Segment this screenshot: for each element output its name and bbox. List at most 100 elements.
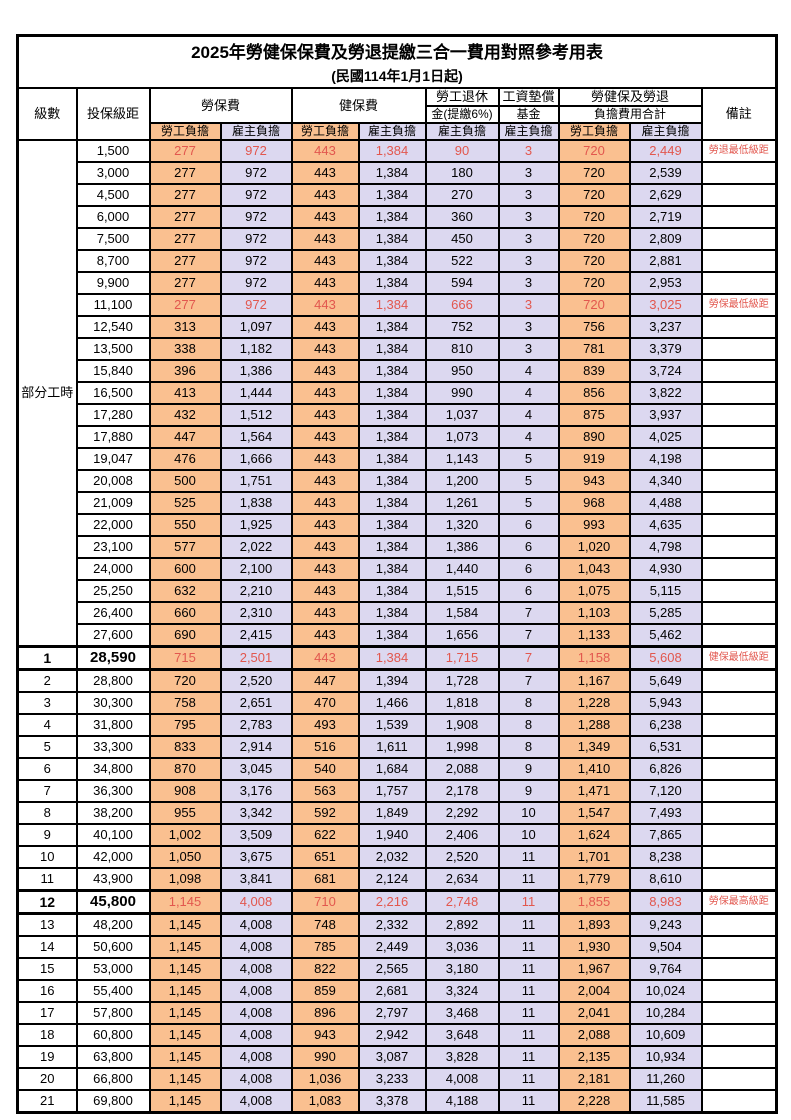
remark-cell [700, 801, 778, 825]
remark-cell [700, 557, 778, 581]
labor-employee-cell: 525 [148, 491, 222, 515]
labor-employee-cell: 413 [148, 381, 222, 405]
labor-employee-cell: 447 [148, 425, 222, 449]
labor-employer-cell: 2,100 [219, 557, 293, 581]
health-employer-cell: 1,384 [357, 271, 427, 295]
labor-employee-cell: 277 [148, 249, 222, 273]
health-employee-cell: 443 [290, 381, 360, 405]
level-cell: 11 [16, 867, 78, 892]
health-employer-cell: 1,940 [357, 823, 427, 847]
fund-employer-cell: 3 [497, 293, 560, 317]
pension-employer-cell: 594 [424, 271, 500, 295]
total-employee-cell: 1,158 [557, 645, 631, 671]
health-employee-cell: 516 [290, 735, 360, 759]
labor-employee-cell: 550 [148, 513, 222, 537]
level-cell: 2 [16, 668, 78, 693]
health-employer-cell: 1,757 [357, 779, 427, 803]
bracket-cell: 1,500 [75, 139, 151, 163]
remark-cell [700, 249, 778, 273]
remark-cell: 勞退最低級距 [700, 139, 778, 163]
header-labor-employee-share: 勞工負擔 [148, 122, 222, 141]
level-cell: 21 [16, 1089, 78, 1114]
pension-employer-cell: 4,188 [424, 1089, 500, 1114]
total-employer-cell: 4,635 [628, 513, 703, 537]
bracket-cell: 20,008 [75, 469, 151, 493]
labor-employer-cell: 4,008 [219, 1089, 293, 1114]
bracket-cell: 8,700 [75, 249, 151, 273]
labor-employee-cell: 600 [148, 557, 222, 581]
total-employee-cell: 1,075 [557, 579, 631, 603]
bracket-cell: 60,800 [75, 1023, 151, 1047]
health-employee-cell: 443 [290, 315, 360, 339]
bracket-cell: 69,800 [75, 1089, 151, 1114]
pension-employer-cell: 1,908 [424, 713, 500, 737]
health-employee-cell: 681 [290, 867, 360, 892]
table-row: 3 30,300 758 2,651 470 1,466 1,818 8 1,228 5,943 [16, 691, 778, 715]
total-employer-cell: 5,608 [628, 645, 703, 671]
total-employer-cell: 2,953 [628, 271, 703, 295]
labor-employee-cell: 690 [148, 623, 222, 648]
table-row: 18 60,800 1,145 4,008 943 2,942 3,648 11 2,088 10… [16, 1023, 778, 1047]
labor-employee-cell: 277 [148, 227, 222, 251]
health-employee-cell: 443 [290, 359, 360, 383]
pension-employer-cell: 752 [424, 315, 500, 339]
bracket-cell: 17,880 [75, 425, 151, 449]
table-row: 16 55,400 1,145 4,008 859 2,681 3,324 11 2,004 10… [16, 979, 778, 1003]
remark-cell [700, 469, 778, 493]
table-row: 11,100 277 972 443 1,384 666 3 720 3,025 勞保最低級距 [18, 293, 778, 317]
fund-employer-cell: 10 [497, 823, 560, 847]
health-employee-cell: 859 [290, 979, 360, 1003]
fund-employer-cell: 6 [497, 579, 560, 603]
total-employee-cell: 1,043 [557, 557, 631, 581]
health-employer-cell: 1,384 [357, 623, 427, 648]
level-cell: 9 [16, 823, 78, 847]
labor-employer-cell: 2,022 [219, 535, 293, 559]
bracket-cell: 45,800 [75, 889, 151, 915]
labor-employer-cell: 1,925 [219, 513, 293, 537]
labor-employee-cell: 870 [148, 757, 222, 781]
health-employer-cell: 1,384 [357, 425, 427, 449]
table-row: 19 63,800 1,145 4,008 990 3,087 3,828 11 2,135 10… [16, 1045, 778, 1069]
table-row: 9 40,100 1,002 3,509 622 1,940 2,406 10 1,624 7,8… [16, 823, 778, 847]
remark-cell [700, 205, 778, 229]
fund-employer-cell: 8 [497, 735, 560, 759]
level-cell: 10 [16, 845, 78, 869]
labor-employee-cell: 432 [148, 403, 222, 427]
labor-employee-cell: 277 [148, 205, 222, 229]
remark-cell [700, 979, 778, 1003]
labor-employer-cell: 1,838 [219, 491, 293, 515]
remark-cell [700, 713, 778, 737]
header-row-1: 級數 投保級距 勞保費 健保費 勞工退休 工資墊償 勞健保及勞退 備註 [16, 87, 778, 141]
bracket-cell: 27,600 [75, 623, 151, 648]
fund-employer-cell: 4 [497, 359, 560, 383]
health-employee-cell: 443 [290, 249, 360, 273]
total-employee-cell: 1,020 [557, 535, 631, 559]
labor-employer-cell: 4,008 [219, 912, 293, 937]
health-employee-cell: 990 [290, 1045, 360, 1069]
total-employer-cell: 11,260 [628, 1067, 703, 1091]
health-employer-cell: 1,611 [357, 735, 427, 759]
health-employee-cell: 443 [290, 205, 360, 229]
title-cell: 2025年勞健保保費及勞退提繳三合一費用對照參考用表 (民國114年1月1日起) [16, 34, 778, 89]
total-employer-cell: 3,025 [628, 293, 703, 317]
total-employee-cell: 2,088 [557, 1023, 631, 1047]
health-employer-cell: 2,942 [357, 1023, 427, 1047]
bracket-cell: 38,200 [75, 801, 151, 825]
fund-employer-cell: 7 [497, 601, 560, 625]
labor-employer-cell: 972 [219, 293, 293, 317]
health-employer-cell: 1,384 [357, 381, 427, 405]
fund-employer-cell: 11 [497, 889, 560, 915]
total-employer-cell: 9,764 [628, 957, 703, 981]
total-employee-cell: 1,893 [557, 912, 631, 937]
table-row: 25,250 632 2,210 443 1,384 1,515 6 1,075 5,115 [18, 579, 778, 603]
labor-employer-cell: 4,008 [219, 979, 293, 1003]
bracket-cell: 50,600 [75, 935, 151, 959]
total-employer-cell: 2,449 [628, 139, 703, 163]
table-row: 23,100 577 2,022 443 1,384 1,386 6 1,020 4,798 [18, 535, 778, 559]
remark-cell [700, 867, 778, 892]
remark-cell [700, 1045, 778, 1069]
health-employer-cell: 1,384 [357, 337, 427, 361]
labor-employee-cell: 1,145 [148, 1001, 222, 1025]
table-row: 8,700 277 972 443 1,384 522 3 720 2,881 [18, 249, 778, 273]
total-employer-cell: 6,531 [628, 735, 703, 759]
